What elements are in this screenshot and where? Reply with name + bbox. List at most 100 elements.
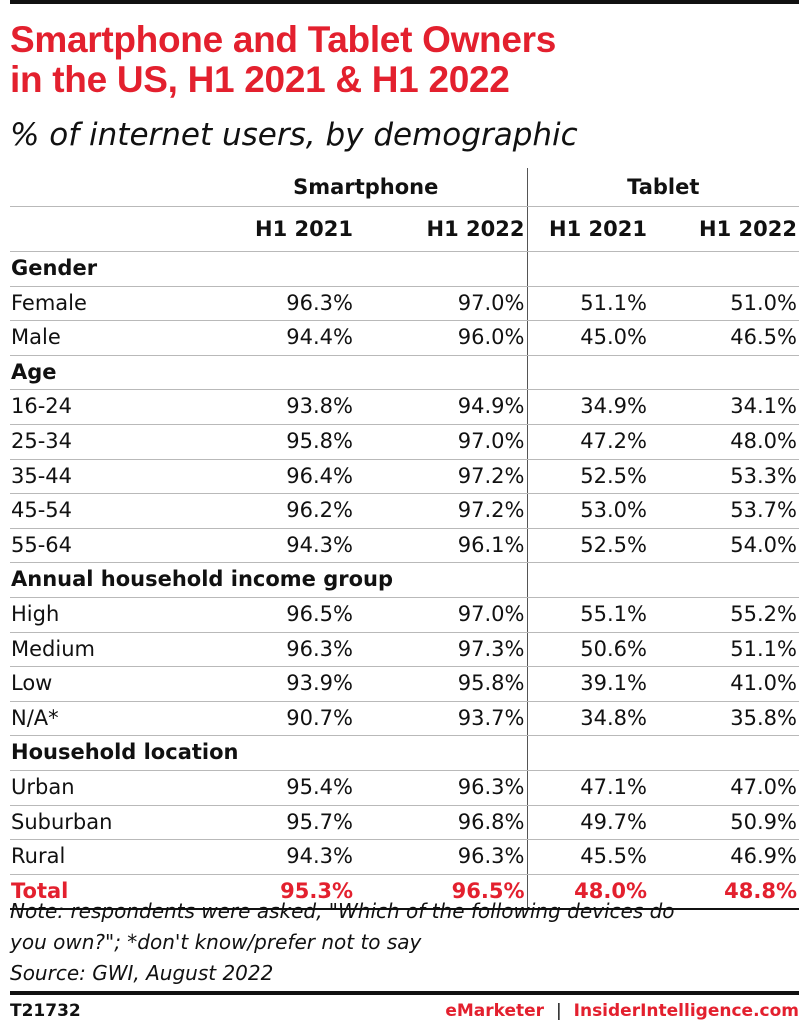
section-header-filler <box>527 562 799 598</box>
value-cell: 34.9% <box>527 389 649 425</box>
table-row: 25-34 95.8% 97.0% 47.2% 48.0% <box>10 424 799 460</box>
table-row: Male 94.4% 96.0% 45.0% 46.5% <box>10 320 799 356</box>
note-line-2: you own?"; *don't know/prefer not to say <box>10 930 422 954</box>
group-header-tablet: Tablet <box>527 168 799 207</box>
table-row: 55-64 94.3% 96.1% 52.5% 54.0% <box>10 528 799 564</box>
row-label: 45-54 <box>10 493 205 529</box>
section-header-row: Annual household income group <box>10 562 799 598</box>
title-line-1: Smartphone and Tablet Owners <box>10 19 557 60</box>
row-label: Rural <box>10 839 205 875</box>
value-cell: 47.0% <box>649 770 799 806</box>
brand-separator: | <box>555 1001 562 1021</box>
section-header-filler <box>527 355 799 391</box>
total-row: Total 95.3% 96.5% 48.0% 48.8% <box>10 874 799 911</box>
value-cell: 94.3% <box>205 528 355 564</box>
value-cell: 97.0% <box>355 286 528 322</box>
value-cell: 94.3% <box>205 839 355 875</box>
table-row: Female 96.3% 97.0% 51.1% 51.0% <box>10 286 799 322</box>
value-cell: 95.4% <box>205 770 355 806</box>
table-body: Gender Female 96.3% 97.0% 51.1% 51.0% Male 94.4… <box>10 251 799 911</box>
table-row: Rural 94.3% 96.3% 45.5% 46.9% <box>10 839 799 875</box>
bottom-rule <box>10 991 799 995</box>
value-cell: 97.0% <box>355 424 528 460</box>
section-header-filler <box>527 735 799 771</box>
chart-id: T21732 <box>10 1001 81 1021</box>
value-cell: 96.4% <box>205 459 355 495</box>
value-cell: 97.0% <box>355 597 528 633</box>
section-header: Household location <box>10 735 528 771</box>
value-cell: 46.9% <box>649 839 799 875</box>
column-header: H1 2021 <box>527 206 649 252</box>
group-header-smartphone: Smartphone <box>205 168 528 207</box>
value-cell: 94.4% <box>205 320 355 356</box>
section-header: Annual household income group <box>10 562 528 598</box>
row-label: Medium <box>10 632 205 668</box>
value-cell: 96.3% <box>355 770 528 806</box>
source-line: Source: GWI, August 2022 <box>10 961 274 985</box>
brand-emarketer: eMarketer <box>445 1001 545 1021</box>
row-label: Suburban <box>10 805 205 841</box>
top-rule <box>10 0 799 4</box>
chart-title: Smartphone and Tablet Owners in the US, … <box>10 20 800 100</box>
value-cell: 46.5% <box>649 320 799 356</box>
section-header: Gender <box>10 251 528 287</box>
total-value-cell: 48.0% <box>527 874 649 911</box>
value-cell: 95.8% <box>355 666 528 702</box>
row-label: 16-24 <box>10 389 205 425</box>
table-row: 45-54 96.2% 97.2% 53.0% 53.7% <box>10 493 799 529</box>
table-row: N/A* 90.7% 93.7% 34.8% 35.8% <box>10 701 799 737</box>
value-cell: 97.2% <box>355 493 528 529</box>
title-line-2: in the US, H1 2021 & H1 2022 <box>10 59 510 100</box>
section-header-row: Gender <box>10 251 799 287</box>
value-cell: 96.1% <box>355 528 528 564</box>
table-row: Low 93.9% 95.8% 39.1% 41.0% <box>10 666 799 702</box>
group-header-row: Smartphone Tablet <box>10 168 799 207</box>
value-cell: 51.1% <box>527 286 649 322</box>
value-cell: 93.7% <box>355 701 528 737</box>
value-cell: 96.5% <box>205 597 355 633</box>
brand: eMarketer | InsiderIntelligence.com <box>445 1000 799 1022</box>
value-cell: 95.8% <box>205 424 355 460</box>
section-header-filler <box>527 251 799 287</box>
row-label: Male <box>10 320 205 356</box>
value-cell: 39.1% <box>527 666 649 702</box>
table-row: Suburban 95.7% 96.8% 49.7% 50.9% <box>10 805 799 841</box>
value-cell: 53.7% <box>649 493 799 529</box>
chart-subtitle: % of internet users, by demographic <box>10 117 578 153</box>
value-cell: 52.5% <box>527 459 649 495</box>
value-cell: 96.8% <box>355 805 528 841</box>
total-value-cell: 48.8% <box>649 874 799 911</box>
value-cell: 55.2% <box>649 597 799 633</box>
value-cell: 93.8% <box>205 389 355 425</box>
row-label: N/A* <box>10 701 205 737</box>
value-cell: 34.8% <box>527 701 649 737</box>
row-label: Urban <box>10 770 205 806</box>
table-row: 16-24 93.8% 94.9% 34.9% 34.1% <box>10 389 799 425</box>
row-label: Female <box>10 286 205 322</box>
value-cell: 97.3% <box>355 632 528 668</box>
value-cell: 35.8% <box>649 701 799 737</box>
value-cell: 96.0% <box>355 320 528 356</box>
data-table: Smartphone Tablet H1 2021 H1 2022 H1 202… <box>10 168 799 911</box>
value-cell: 45.0% <box>527 320 649 356</box>
note-line-1: Note: respondents were asked, "Which of … <box>10 899 675 923</box>
value-cell: 50.6% <box>527 632 649 668</box>
value-cell: 47.1% <box>527 770 649 806</box>
value-cell: 54.0% <box>649 528 799 564</box>
value-cell: 41.0% <box>649 666 799 702</box>
footer: T21732 eMarketer | InsiderIntelligence.c… <box>10 1000 799 1022</box>
table-row: High 96.5% 97.0% 55.1% 55.2% <box>10 597 799 633</box>
value-cell: 51.1% <box>649 632 799 668</box>
value-cell: 34.1% <box>649 389 799 425</box>
section-header-row: Age <box>10 355 799 391</box>
column-header-row: H1 2021 H1 2022 H1 2021 H1 2022 <box>10 206 799 252</box>
value-cell: 93.9% <box>205 666 355 702</box>
value-cell: 94.9% <box>355 389 528 425</box>
value-cell: 49.7% <box>527 805 649 841</box>
value-cell: 96.3% <box>205 632 355 668</box>
total-value-cell: 95.3% <box>205 874 355 911</box>
value-cell: 90.7% <box>205 701 355 737</box>
value-cell: 50.9% <box>649 805 799 841</box>
chart-notes: Note: respondents were asked, "Which of … <box>10 896 800 989</box>
section-header-row: Household location <box>10 735 799 771</box>
